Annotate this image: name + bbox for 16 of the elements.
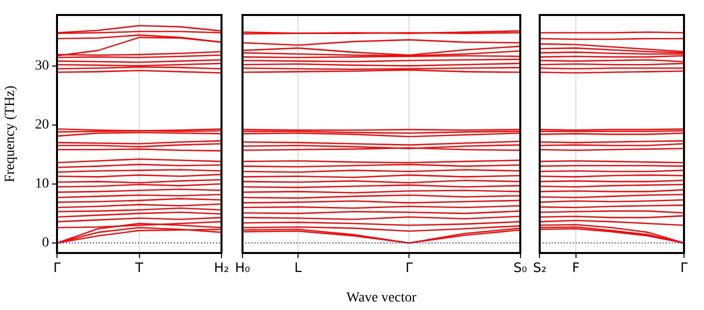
y-tick-label: 20 [35,118,49,133]
x-axis-title: Wave vector [346,290,417,306]
y-tick-label: 30 [35,58,49,74]
x-tick-label: Γ [680,261,688,276]
x-tick-label: F [572,261,580,276]
x-tick-label: S₂ [532,261,546,276]
y-axis-title: Frequency (THz) [3,85,18,182]
x-tick-label: Γ [406,261,414,276]
y-tick-label: 0 [42,236,49,251]
x-tick-label: S₀ [514,261,528,276]
y-tick-label: 10 [35,176,49,192]
x-tick-label: H₂ [214,261,230,276]
x-tick-label: T [134,261,144,276]
x-tick-label: H₀ [234,261,250,276]
x-tick-label: Γ [53,261,62,276]
x-tick-label: L [294,261,302,276]
